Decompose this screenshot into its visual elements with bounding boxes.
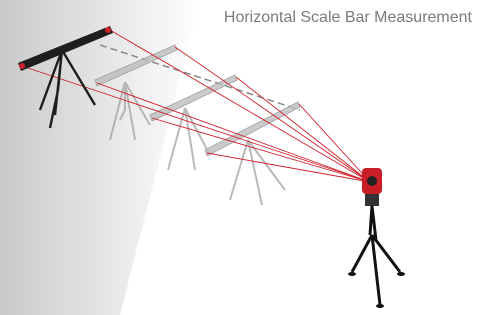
illustration — [0, 0, 494, 315]
laser-tracker — [348, 168, 405, 308]
page: {"title": "Horizontal Scale Bar Measurem… — [0, 0, 494, 315]
title: Horizontal Scale Bar Measurement — [224, 9, 472, 27]
